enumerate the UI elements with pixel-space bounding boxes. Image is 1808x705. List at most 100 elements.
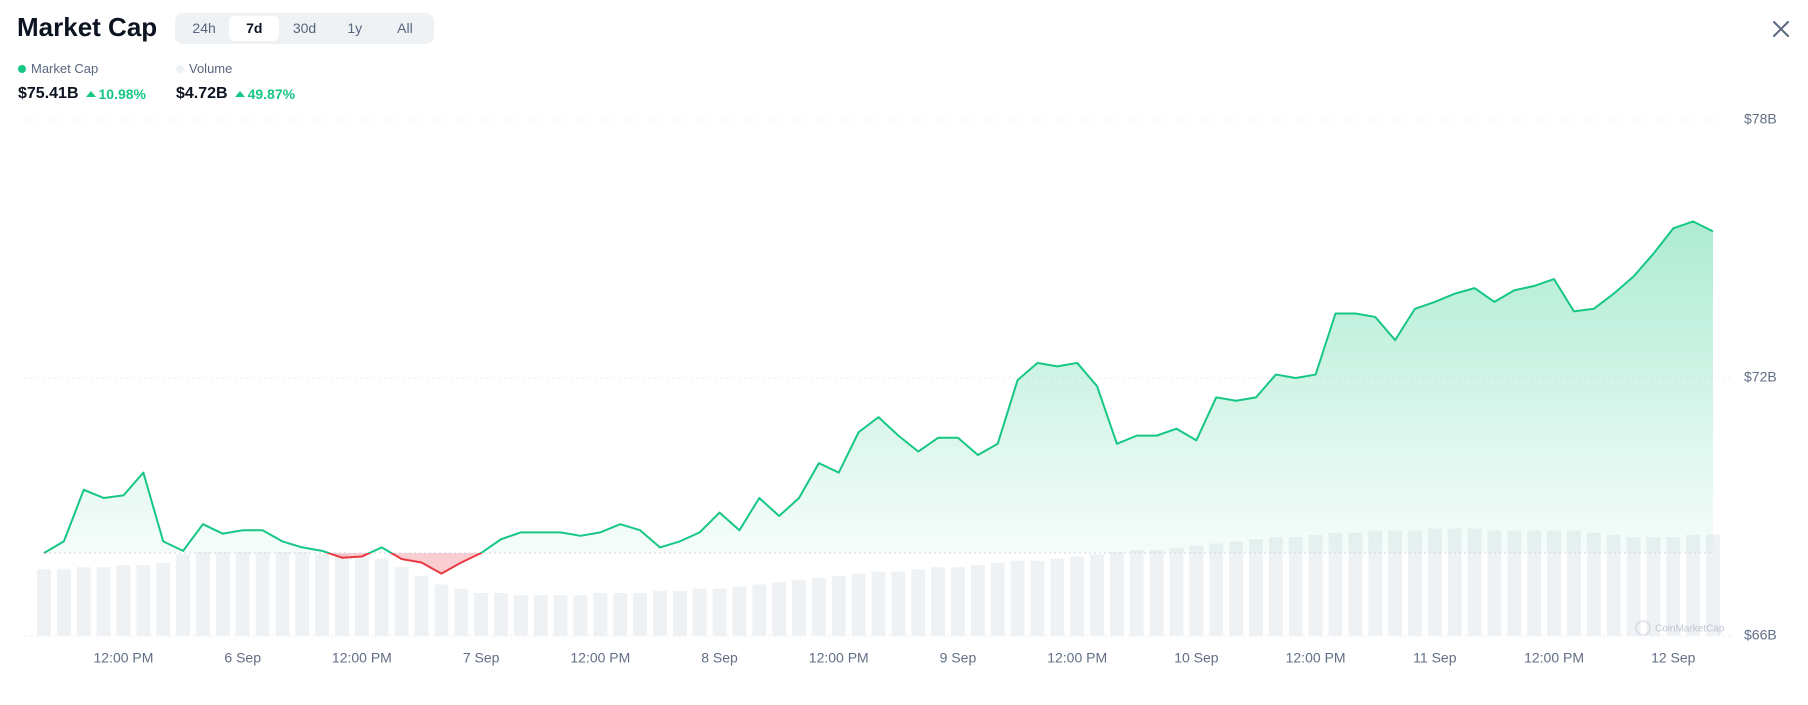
volume-bar bbox=[1268, 537, 1283, 636]
volume-bar bbox=[56, 569, 71, 636]
volume-bar bbox=[1308, 534, 1323, 636]
volume-bar bbox=[335, 554, 349, 636]
range-tab[interactable]: 7d bbox=[229, 16, 280, 41]
volume-bar bbox=[454, 588, 469, 636]
volume-bar bbox=[195, 552, 210, 636]
x-tick-label: 12 Sep bbox=[1651, 650, 1696, 666]
volume-bar bbox=[1686, 534, 1701, 636]
legend-label: Market Cap bbox=[31, 61, 99, 76]
range-tabs: 24h 7d 30d 1y All bbox=[175, 13, 434, 44]
volume-bar bbox=[990, 562, 1005, 636]
volume-bar bbox=[1129, 550, 1144, 636]
legend-item: Market Cap $75.41B 10.98% bbox=[18, 61, 146, 103]
volume-bar bbox=[593, 593, 608, 636]
x-tick-label: 9 Sep bbox=[940, 650, 977, 666]
legend-dot bbox=[18, 64, 26, 73]
x-tick-label: 10 Sep bbox=[1174, 650, 1219, 666]
volume-bar bbox=[1527, 530, 1542, 636]
legend-label: Volume bbox=[189, 61, 233, 76]
volume-bar bbox=[156, 562, 171, 636]
volume-bar bbox=[871, 571, 886, 636]
y-tick-label: $66B bbox=[1744, 627, 1777, 643]
x-tick-label: 7 Sep bbox=[463, 650, 500, 666]
volume-bar bbox=[951, 567, 965, 636]
y-tick-label: $78B bbox=[1744, 111, 1777, 127]
volume-bar bbox=[275, 552, 290, 636]
volume-bar bbox=[692, 588, 707, 636]
volume-bar bbox=[851, 573, 866, 636]
volume-bar bbox=[235, 552, 250, 636]
volume-bar bbox=[1487, 530, 1502, 636]
volume-bar bbox=[1050, 558, 1065, 636]
up-arrow bbox=[85, 91, 96, 97]
x-tick-label: 12:00 PM bbox=[1524, 650, 1584, 666]
volume-bar bbox=[772, 582, 787, 636]
volume-bar bbox=[792, 580, 806, 636]
x-tick-label: 12:00 PM bbox=[570, 650, 630, 666]
x-tick-label: 12:00 PM bbox=[94, 650, 154, 666]
volume-bar bbox=[533, 595, 548, 636]
title: Market Cap bbox=[17, 12, 158, 42]
volume-bar bbox=[931, 567, 946, 636]
watermark-logo bbox=[1635, 620, 1651, 636]
volume-bar bbox=[811, 577, 826, 636]
volume-bar bbox=[911, 569, 926, 636]
volume-bar bbox=[652, 590, 667, 636]
volume-bar bbox=[76, 567, 91, 636]
volume-bar bbox=[1209, 543, 1224, 636]
volume-bar bbox=[354, 556, 369, 636]
volume-bar bbox=[553, 595, 568, 636]
volume-bar bbox=[1408, 530, 1422, 636]
up-arrow bbox=[234, 91, 245, 97]
x-tick-label: 8 Sep bbox=[701, 650, 738, 666]
volume-bar bbox=[1606, 534, 1621, 636]
volume-bar bbox=[96, 567, 111, 636]
volume-bar bbox=[732, 586, 747, 636]
volume-bar bbox=[295, 552, 310, 636]
volume-bar bbox=[1626, 537, 1641, 636]
y-tick-label: $72B bbox=[1744, 369, 1777, 385]
volume-bar bbox=[1646, 537, 1661, 636]
x-tick-label: 12:00 PM bbox=[1286, 650, 1346, 666]
volume-bar bbox=[1328, 532, 1343, 636]
line-up bbox=[43, 220, 1714, 554]
volume-bar bbox=[315, 554, 330, 636]
volume-bar bbox=[613, 593, 628, 636]
change-percent: 49.87% bbox=[247, 86, 296, 102]
volume-bar bbox=[1229, 541, 1244, 636]
volume-bar bbox=[1368, 530, 1383, 636]
range-tab[interactable]: 1y bbox=[347, 20, 363, 36]
volume-bar bbox=[1388, 530, 1403, 636]
volume-bar bbox=[136, 565, 151, 636]
volume-bar bbox=[474, 593, 489, 636]
volume-bar bbox=[1666, 537, 1681, 636]
volume-bar bbox=[434, 584, 449, 636]
volume-bar bbox=[414, 575, 429, 636]
range-tab[interactable]: All bbox=[397, 20, 413, 36]
volume-bar bbox=[712, 588, 727, 636]
volume-bar bbox=[1109, 552, 1124, 636]
volume-bar bbox=[1288, 537, 1303, 636]
volume-bar bbox=[394, 567, 409, 636]
volume-bar bbox=[255, 552, 270, 636]
volume-bar bbox=[1706, 534, 1720, 636]
area-down bbox=[328, 553, 482, 574]
close-button[interactable] bbox=[1768, 16, 1794, 42]
range-tab[interactable]: 30d bbox=[292, 20, 317, 36]
x-tick-label: 12:00 PM bbox=[332, 650, 392, 666]
volume-bar bbox=[37, 569, 51, 636]
volume-bar bbox=[1149, 550, 1164, 636]
latest-value: $75.41B bbox=[18, 85, 79, 102]
volume-bar bbox=[1070, 556, 1085, 636]
volume-bar bbox=[891, 571, 906, 636]
volume-bar bbox=[573, 595, 588, 636]
change-percent: 10.98% bbox=[98, 86, 146, 102]
range-tab[interactable]: 24h bbox=[192, 20, 216, 36]
latest-value: $4.72B bbox=[176, 85, 228, 102]
x-tick-label: 6 Sep bbox=[224, 650, 261, 666]
x-tick-label: 12:00 PM bbox=[809, 650, 869, 666]
volume-bar bbox=[1547, 530, 1562, 636]
volume-bar bbox=[494, 593, 508, 636]
